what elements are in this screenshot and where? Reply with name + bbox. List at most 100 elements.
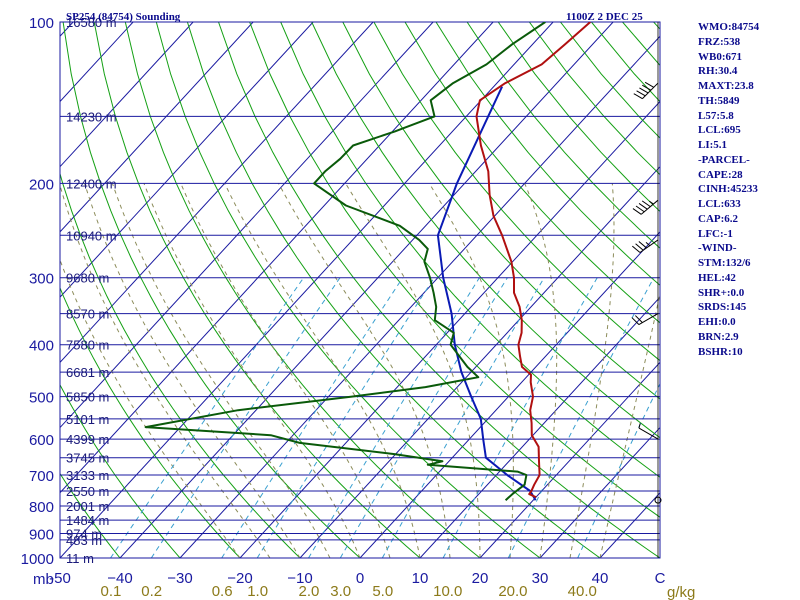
height-level-label: 16580 m (66, 15, 117, 30)
pressure-tick-label: 200 (29, 176, 54, 193)
isotherm-line (479, 361, 660, 558)
temperature-tick-labels: -50 −40 −30 −20 −10 0 10 20 30 40 C (49, 570, 665, 587)
mixing-ratio-tick-label: 3.0 (330, 583, 351, 600)
isobar-lines (59, 21, 661, 559)
height-level-label: 10940 m (66, 228, 117, 243)
wind-barb-flag (642, 84, 652, 91)
chart-title: SP254 (84754) Sounding (66, 11, 181, 23)
wind-barb-flag (631, 317, 640, 325)
pressure-tick-label: 800 (29, 499, 54, 516)
moist-adiabat-line (428, 183, 514, 558)
moist-adiabat-line (345, 183, 481, 558)
chart-frame-group (60, 22, 660, 558)
mixing-ratio-tick-label: 40.0 (568, 583, 597, 600)
mixing-ratio-labels: 0.1 0.2 0.6 1.0 2.0 3.0 5.0 10.0 20.0 40.0 (101, 583, 597, 600)
parcel-line (436, 86, 537, 501)
isotherm-line (60, 22, 254, 233)
mixing-ratio-line (308, 277, 480, 558)
mixing-ratio-tick-label: 0.2 (141, 583, 162, 600)
pressure-tick-label: 400 (29, 338, 54, 355)
wind-barb-column (631, 22, 662, 558)
wind-barb-flag (635, 205, 645, 213)
index-item: -PARCEL- (698, 153, 750, 166)
height-level-label: 3745 m (66, 451, 109, 466)
temperature-tick-label: −40 (107, 570, 132, 587)
isotherm-line (60, 22, 554, 558)
height-level-label: 14230 m (66, 109, 117, 124)
index-item: LCL:633 (698, 198, 741, 210)
height-level-label: 974 m (66, 526, 102, 541)
height-level-label: 12400 m (66, 176, 117, 191)
mixing-ratio-tick-label: 5.0 (372, 583, 393, 600)
index-item: CAP:6.2 (698, 212, 739, 225)
height-level-label: 8570 m (66, 307, 109, 322)
index-item: SRDS:145 (698, 301, 747, 314)
height-level-label: 9680 m (66, 271, 109, 286)
wind-barb-flag (634, 315, 643, 323)
mixing-ratio-tick-label: 2.0 (299, 583, 320, 600)
index-item: HEL:42 (698, 271, 736, 284)
index-item: EHI:0.0 (698, 316, 736, 328)
moist-adiabat-line (224, 183, 421, 558)
plot-border (59, 21, 661, 559)
height-level-label: 2550 m (66, 484, 109, 499)
wind-barb-flag (633, 93, 643, 100)
isotherm-line (60, 22, 494, 494)
pressure-tick-label: 1000 (21, 551, 54, 568)
wind-barb-flag (644, 81, 655, 88)
mixing-ratio-tick-label: 0.6 (212, 583, 233, 600)
index-item: L57:5.8 (698, 109, 734, 122)
wind-barb-flag (639, 87, 649, 94)
temperature-tick-label: C (655, 570, 666, 587)
index-item: CAPE:28 (698, 168, 743, 181)
pressure-tick-label: 900 (29, 526, 54, 543)
height-level-label: 483 m (66, 533, 102, 548)
index-item: BRN:2.9 (698, 330, 739, 343)
wind-barb-flag (632, 208, 642, 215)
wind-barb-flag (635, 243, 644, 251)
sounding-indices-panel: WMO:84754 FRZ:538 WB0:671 RH:30.4 MAXT:23.8 T… (698, 20, 759, 359)
wind-barb (638, 427, 659, 440)
mixing-ratio-tick-label: 10.0 (433, 583, 462, 600)
index-item: FRZ:538 (698, 35, 741, 48)
index-item: LI:5.1 (698, 139, 728, 151)
temperature-tick-label: −10 (287, 570, 312, 587)
mixing-ratio-unit-label: g/kg (667, 584, 695, 600)
isotherm-line (60, 22, 374, 364)
wind-barb-calm (654, 496, 662, 504)
temperature-line (475, 22, 591, 499)
index-item: RH:30.4 (698, 65, 738, 78)
mixing-ratio-line (381, 277, 545, 558)
height-level-label: 7580 m (66, 338, 109, 353)
sounding-time: 1100Z 2 DEC 25 (566, 11, 643, 23)
temperature-tick-label: -50 (49, 570, 71, 587)
wind-barb-flag (636, 90, 646, 97)
index-item: STM:132/6 (698, 257, 751, 269)
height-level-label: 2001 m (66, 499, 109, 514)
moist-adiabat-line (524, 183, 558, 558)
parcel-series (436, 86, 537, 501)
isotherm-line (60, 22, 194, 168)
height-level-label: 5850 m (66, 390, 109, 405)
wind-barb-half (645, 242, 651, 247)
dewpoint-line (144, 22, 546, 501)
mixing-ratio-tick-label: 0.1 (101, 583, 122, 600)
isotherm-line (239, 100, 660, 558)
index-item: TH:5849 (698, 94, 740, 107)
height-level-label: 6681 m (66, 365, 109, 380)
temperature-tick-label: 10 (412, 570, 429, 587)
temperature-tick-label: 0 (356, 570, 364, 587)
temperature-tick-label: 30 (532, 570, 549, 587)
height-labels: 16580 m 14230 m 12400 m 10940 m 9680 m 8570 m… (66, 15, 117, 566)
index-item: LCL:695 (698, 124, 741, 137)
height-level-label: 1484 m (66, 513, 109, 528)
index-item: WB0:671 (698, 50, 742, 63)
temperature-series (475, 22, 591, 499)
wind-barb-flag (638, 241, 647, 249)
isotherm-line (359, 231, 660, 558)
height-level-label: 3133 m (66, 468, 109, 483)
index-item: BSHR:10 (698, 345, 743, 358)
height-level-label: 5101 m (66, 412, 109, 427)
index-item: SHR+:0.0 (698, 286, 745, 299)
